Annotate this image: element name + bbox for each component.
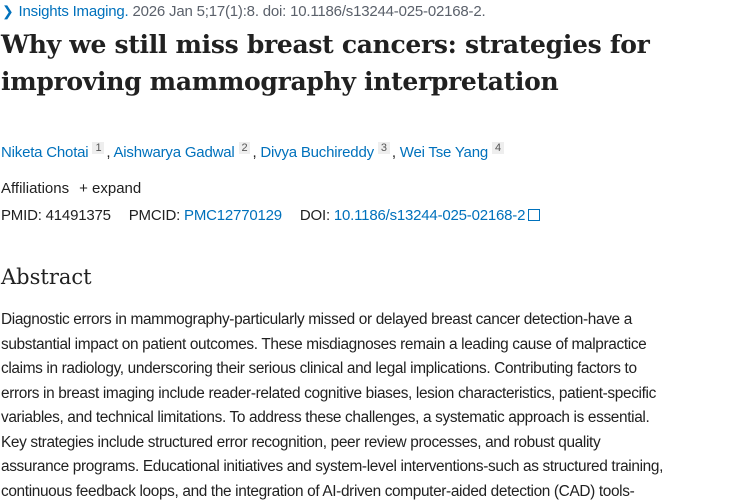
- abstract-line: variables, and technical limitations. To…: [1, 406, 663, 431]
- author-link[interactable]: Divya Buchireddy: [260, 144, 374, 161]
- abstract-line: claims in radiology, underscoring their …: [1, 357, 663, 382]
- affiliations-label: Affiliations: [1, 180, 69, 197]
- abstract-line: Key strategies include structured error …: [1, 431, 663, 456]
- abstract-line: continuous feedback loops, and the integ…: [1, 480, 663, 504]
- abstract-heading: Abstract: [1, 265, 92, 289]
- citation-details: 2026 Jan 5;17(1):8. doi: 10.1186/s13244-…: [129, 3, 486, 20]
- external-link-icon[interactable]: [528, 209, 540, 221]
- pmid-value: 41491375: [46, 207, 111, 224]
- author-link[interactable]: Aishwarya Gadwal: [113, 144, 234, 161]
- affiliation-number[interactable]: 2: [239, 142, 251, 154]
- doi-label: DOI:: [300, 207, 330, 224]
- affiliation-number[interactable]: 1: [92, 142, 104, 154]
- affiliations-toggle[interactable]: Affiliations + expand: [1, 180, 141, 197]
- citation: ❯ Insights Imaging. 2026 Jan 5;17(1):8. d…: [2, 3, 485, 20]
- abstract-line: assurance programs. Educational initiati…: [1, 455, 663, 480]
- identifiers: PMID: 41491375 PMCID: PMC12770129 DOI: 1…: [1, 207, 540, 224]
- affiliation-number[interactable]: 3: [378, 142, 390, 154]
- abstract-line: errors in breast imaging include reader-…: [1, 382, 663, 407]
- author-link[interactable]: Wei Tse Yang: [400, 144, 488, 161]
- pmid-label: PMID:: [1, 207, 42, 224]
- article-title-line-2: improving mammography interpretation: [1, 67, 558, 96]
- chevron-right-icon[interactable]: ❯: [2, 3, 14, 19]
- pmcid-label: PMCID:: [129, 207, 180, 224]
- abstract-line: Diagnostic errors in mammography-particu…: [1, 308, 663, 333]
- abstract-text: Diagnostic errors in mammography-particu…: [1, 308, 663, 504]
- article-title-line-1: Why we still miss breast cancers: strate…: [1, 30, 650, 59]
- pmcid-link[interactable]: PMC12770129: [184, 207, 282, 224]
- affiliation-number[interactable]: 4: [492, 142, 504, 154]
- doi-link[interactable]: 10.1186/s13244-025-02168-2: [334, 207, 525, 224]
- abstract-line: substantial impact on patient outcomes. …: [1, 333, 663, 358]
- journal-link[interactable]: Insights Imaging.: [19, 3, 129, 20]
- expand-button[interactable]: + expand: [79, 180, 141, 197]
- author-link[interactable]: Niketa Chotai: [1, 144, 88, 161]
